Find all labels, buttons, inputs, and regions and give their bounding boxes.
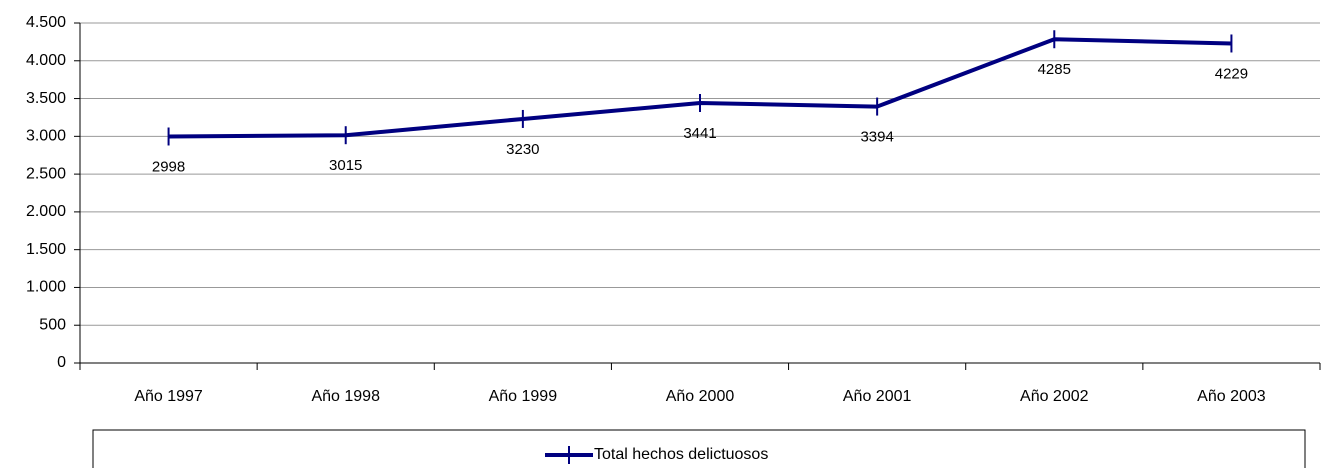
data-label: 3394 <box>860 129 893 146</box>
y-tick-label: 2.500 <box>26 165 66 182</box>
x-tick-label: Año 2002 <box>1020 388 1089 405</box>
x-tick-label: Año 2000 <box>666 388 735 405</box>
y-tick-label: 3.500 <box>26 90 66 107</box>
series-line <box>168 37 1232 139</box>
data-label: 4285 <box>1038 61 1071 78</box>
data-label: 2998 <box>152 158 185 175</box>
y-tick-label: 4.500 <box>26 14 66 31</box>
data-label: 3441 <box>683 125 716 142</box>
y-tick-label: 1.000 <box>26 279 66 296</box>
x-tick-label: Año 2001 <box>843 388 912 405</box>
y-tick-label: 0 <box>57 354 66 371</box>
legend-box <box>92 429 1306 468</box>
x-tick-label: Año 1998 <box>311 388 380 405</box>
data-label: 3230 <box>506 141 539 158</box>
y-tick-label: 2.000 <box>26 203 66 220</box>
x-tick-label: Año 1999 <box>489 388 558 405</box>
legend-label: Total hechos delictuosos <box>594 446 768 463</box>
x-tick-label: Año 2003 <box>1197 388 1266 405</box>
data-label: 4229 <box>1215 65 1248 82</box>
data-label: 3015 <box>329 157 362 174</box>
y-tick-label: 1.500 <box>26 241 66 258</box>
x-tick-label: Año 1997 <box>134 388 203 405</box>
y-tick-label: 4.000 <box>26 52 66 69</box>
y-tick-label: 3.000 <box>26 128 66 145</box>
y-tick-label: 500 <box>39 316 66 333</box>
